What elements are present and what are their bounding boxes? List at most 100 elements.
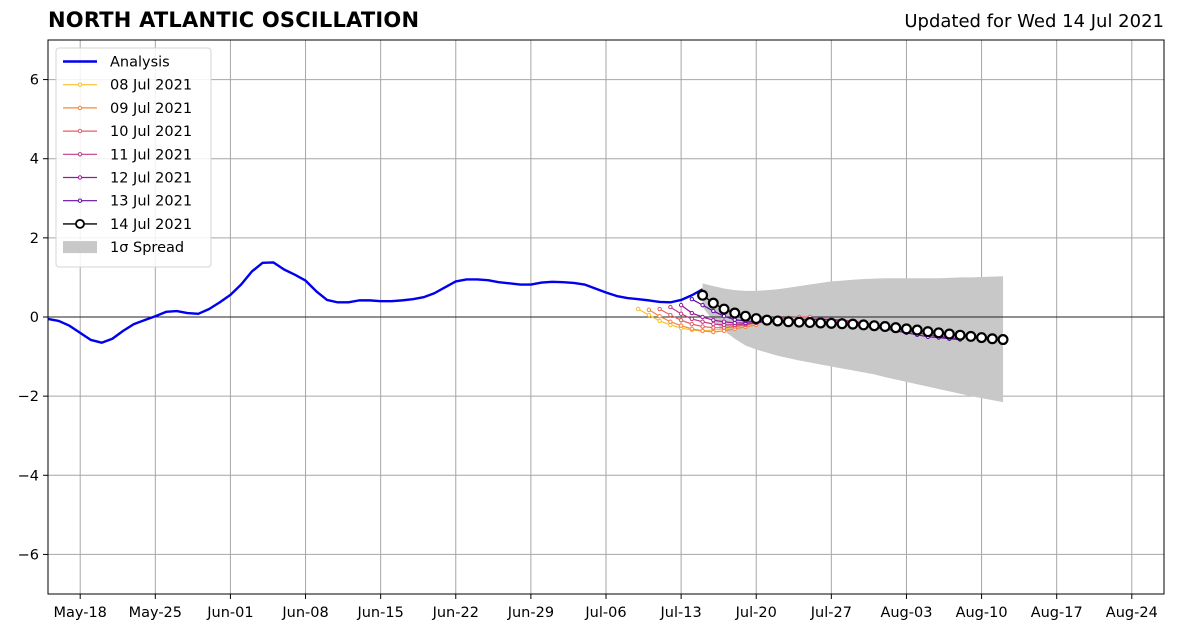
- x-tick-label: Aug-03: [880, 605, 932, 621]
- legend-swatch-marker: [77, 82, 83, 87]
- current-point: [707, 297, 719, 309]
- current-point: [739, 310, 751, 322]
- current-point: [976, 332, 988, 344]
- forecast-point: [689, 316, 695, 322]
- current-point: [900, 323, 912, 335]
- x-tick-label: Jul-13: [660, 605, 702, 621]
- x-tick-label: Aug-17: [1031, 605, 1083, 621]
- forecast-point: [732, 317, 737, 322]
- current-point: [697, 289, 709, 301]
- chart-title: NORTH ATLANTIC OSCILLATION: [48, 8, 420, 32]
- y-tick-label: −4: [18, 468, 39, 484]
- forecast-point: [657, 306, 662, 312]
- legend-swatch-marker: [77, 128, 83, 134]
- forecast-point: [668, 312, 673, 318]
- x-tick-label: Aug-10: [956, 605, 1008, 621]
- current-point: [890, 322, 902, 334]
- x-tick-label: Jun-29: [507, 605, 554, 621]
- legend-label: 14 Jul 2021: [110, 217, 192, 233]
- current-point: [750, 313, 762, 325]
- x-tick-label: Jun-22: [432, 605, 479, 621]
- current-point: [879, 321, 891, 333]
- legend-swatch-marker: [75, 218, 85, 229]
- current-point: [858, 319, 870, 331]
- current-point: [868, 320, 880, 332]
- y-tick-label: 0: [30, 310, 39, 326]
- x-tick-label: Jun-08: [281, 605, 328, 621]
- legend-box: [55, 47, 212, 268]
- forecast-point: [657, 314, 662, 319]
- forecast-point: [678, 311, 684, 317]
- forecast-point: [689, 321, 695, 327]
- x-tick-label: Jun-01: [206, 605, 253, 621]
- forecast-point: [721, 314, 727, 319]
- forecast-point: [711, 329, 716, 335]
- current-point: [761, 314, 773, 326]
- current-point: [718, 303, 730, 315]
- forecast-point: [711, 325, 716, 330]
- forecast-point: [678, 302, 684, 308]
- current-point: [943, 328, 955, 340]
- forecast-point: [711, 317, 716, 323]
- y-tick-label: 2: [30, 231, 39, 247]
- forecast-point: [689, 310, 695, 316]
- legend-swatch-spread: [63, 241, 97, 254]
- forecast-point: [700, 324, 705, 329]
- current-point: [729, 307, 741, 319]
- x-tick-label: Aug-24: [1106, 605, 1158, 621]
- legend-swatch-marker: [77, 175, 83, 180]
- x-tick-label: Jul-06: [584, 605, 626, 621]
- forecast-point: [700, 328, 705, 334]
- spread-band: [702, 276, 1004, 403]
- legend-label: 11 Jul 2021: [110, 147, 192, 163]
- series-forecast: [646, 307, 759, 335]
- current-point: [804, 317, 816, 329]
- y-tick-label: −2: [18, 389, 39, 405]
- forecast-point: [657, 318, 662, 324]
- current-point: [954, 329, 966, 341]
- current-point: [815, 317, 827, 329]
- legend-label: 10 Jul 2021: [110, 124, 192, 140]
- legend-label: 1σ Spread: [110, 240, 184, 256]
- legend-swatch-marker: [77, 105, 83, 111]
- legend-label: 08 Jul 2021: [110, 78, 192, 94]
- forecast-point: [635, 306, 641, 312]
- legend-swatch-marker: [77, 198, 83, 203]
- current-point: [782, 316, 794, 328]
- forecast-point: [721, 319, 727, 324]
- current-point: [825, 317, 837, 329]
- forecast-point: [711, 321, 716, 327]
- x-tick-label: Jul-20: [735, 605, 777, 621]
- forecast-point: [646, 307, 652, 313]
- forecast-point: [700, 302, 705, 308]
- chart-subtitle: Updated for Wed 14 Jul 2021: [904, 11, 1164, 32]
- legend-label: 09 Jul 2021: [110, 101, 192, 117]
- current-point: [836, 318, 848, 330]
- forecast-point: [668, 319, 673, 324]
- legend-swatch-marker: [77, 152, 83, 157]
- current-point: [965, 330, 977, 342]
- y-tick-label: −6: [18, 547, 39, 563]
- forecast-point: [689, 326, 695, 332]
- legend-label: Analysis: [110, 55, 170, 71]
- forecast-point: [668, 304, 673, 310]
- current-point: [847, 318, 859, 330]
- current-point: [933, 327, 945, 339]
- forecast-point: [678, 317, 684, 323]
- legend-label: 12 Jul 2021: [110, 171, 192, 187]
- y-tick-label: 6: [30, 73, 39, 89]
- forecast-point: [689, 296, 695, 302]
- current-point: [911, 324, 923, 336]
- current-point: [986, 333, 998, 345]
- legend-label: 13 Jul 2021: [110, 194, 192, 210]
- current-point: [793, 316, 805, 328]
- x-tick-label: May-25: [129, 605, 182, 621]
- current-point: [922, 326, 934, 338]
- x-tick-label: Jun-15: [356, 605, 403, 621]
- y-tick-label: 4: [30, 152, 39, 168]
- x-tick-label: May-18: [53, 605, 106, 621]
- forecast-point: [700, 319, 705, 324]
- current-point: [772, 315, 784, 327]
- forecast-point: [646, 312, 652, 318]
- current-point: [997, 334, 1009, 346]
